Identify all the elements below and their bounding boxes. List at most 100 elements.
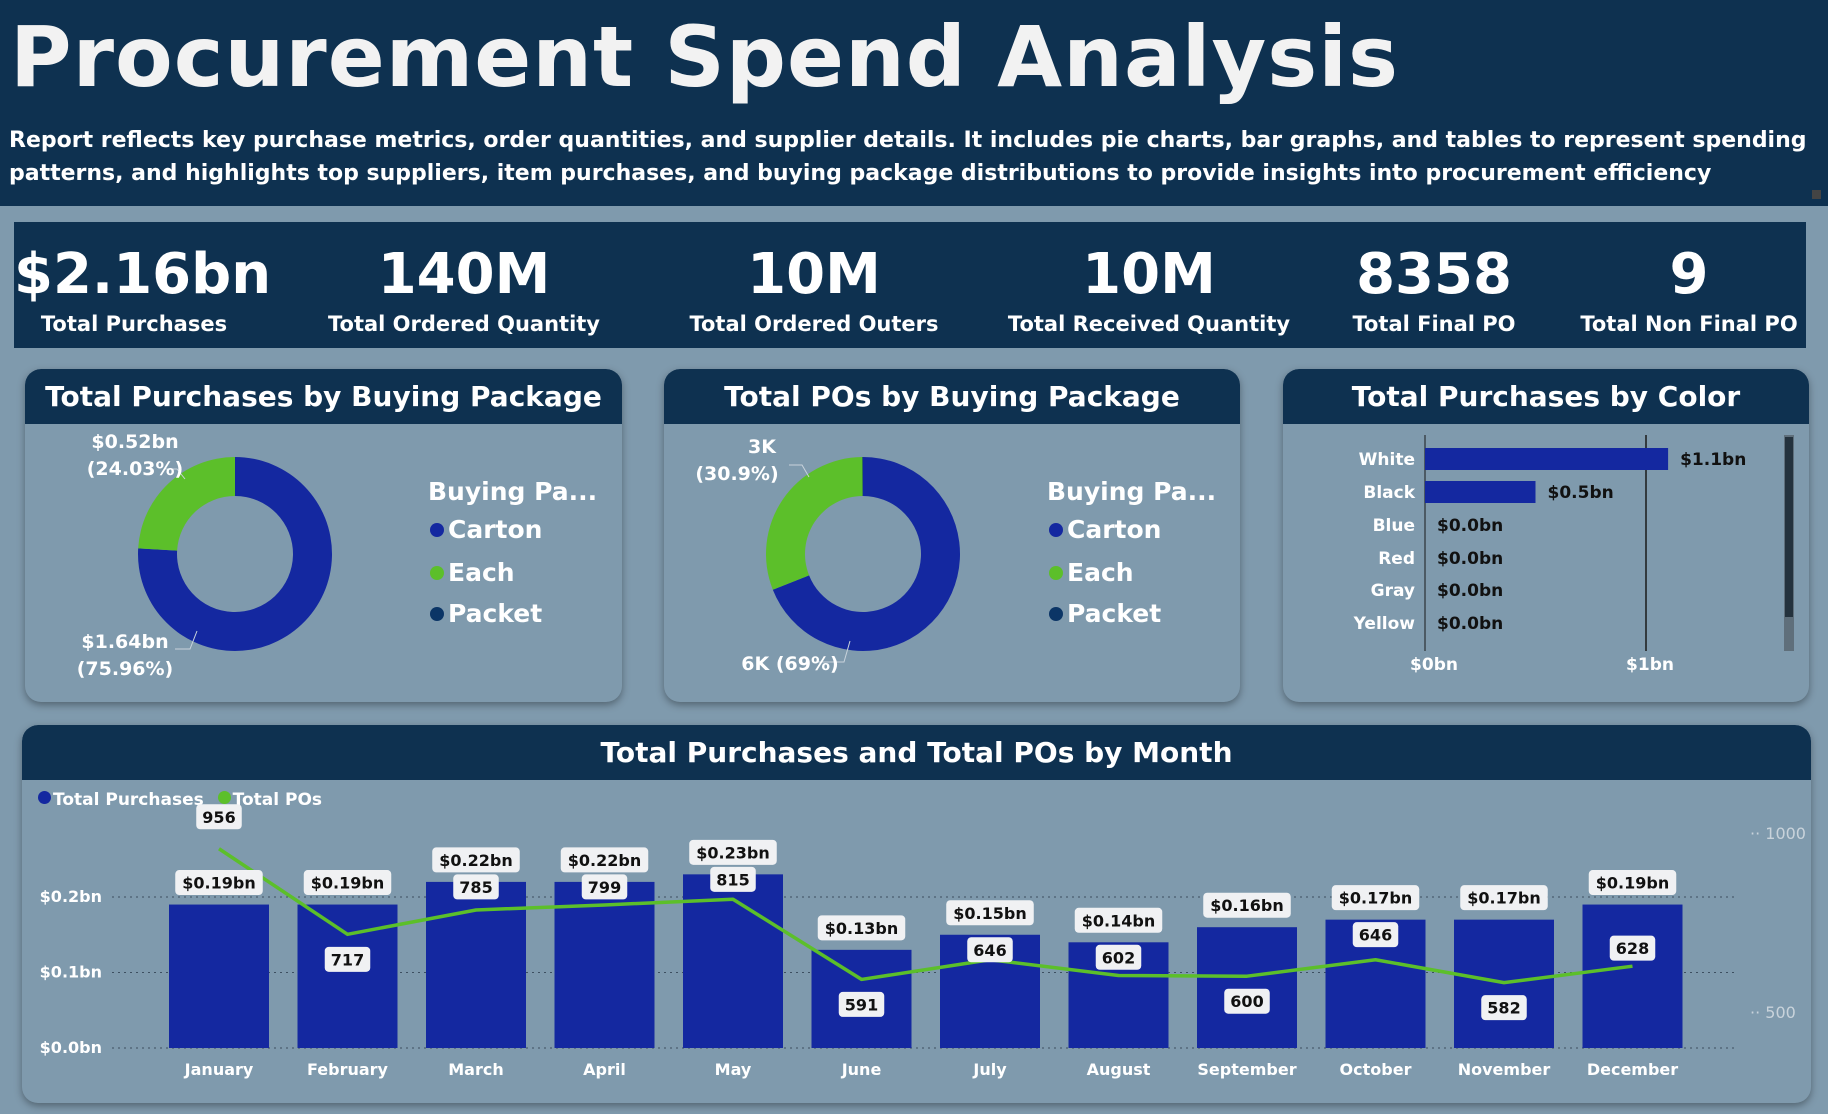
kpi-label: Total Non Final PO [1580, 312, 1798, 336]
legend-item-each[interactable]: Each [430, 558, 515, 587]
bar-april[interactable] [554, 881, 655, 1048]
kpi-total-ordered-quantity[interactable]: 140M Total Ordered Quantity [304, 222, 624, 348]
kpi-label: Total Final PO [1352, 312, 1516, 336]
y-category-label: Red [1378, 549, 1415, 569]
bar-value-label: $0.19bn [1596, 874, 1669, 893]
donut-chart-purchases [138, 457, 332, 651]
bar-value-label-bg [1460, 885, 1548, 911]
y-tick-label: $0.0bn [40, 1038, 102, 1057]
donut-chart-pos [766, 457, 960, 663]
kpi-total-received-quantity[interactable]: 10M Total Received Quantity [989, 222, 1309, 348]
donut-label-percent: (30.9%) [695, 463, 779, 485]
legend-label: Carton [1067, 515, 1162, 544]
x-tick-label: May [715, 1060, 752, 1079]
bar-value-label-bg [303, 870, 392, 896]
line-value-label-bg [1095, 944, 1142, 970]
donut-label-value: 3K [748, 436, 776, 458]
card-title: Total POs by Buying Package [664, 369, 1240, 424]
bar-value-label-bg [175, 870, 263, 896]
donut-slice-carton[interactable] [138, 457, 332, 651]
line-value-label-bg [196, 804, 242, 830]
bar-january[interactable] [169, 904, 269, 1048]
bar-value-label: $0.17bn [1467, 889, 1540, 908]
legend-title: Buying Pa... [428, 477, 598, 506]
kpi-total-non-final-po[interactable]: 9 Total Non Final PO [1554, 222, 1824, 348]
bar-value-label-bg [1331, 885, 1420, 911]
y-category-label: Blue [1373, 516, 1415, 536]
line-value-label: 956 [202, 808, 235, 827]
kpi-total-final-po[interactable]: 8358 Total Final PO [1314, 222, 1554, 348]
bar-december[interactable] [1582, 904, 1683, 1048]
donut-slice-each[interactable] [766, 457, 863, 590]
bar-value-label: $0.22bn [568, 851, 641, 870]
bar-value-label: $0.0bn [1437, 549, 1503, 569]
kpi-band: $2.16bn Total Purchases 140M Total Order… [14, 222, 1806, 348]
card-pos-by-package[interactable]: Total POs by Buying Package 3K (30.9%) 6… [664, 369, 1240, 702]
kpi-total-ordered-outers[interactable]: 10M Total Ordered Outers [654, 222, 974, 348]
legend-label-pos[interactable]: Total POs [232, 790, 323, 810]
kpi-value: 9 [1669, 242, 1709, 307]
resize-handle-icon[interactable] [1812, 190, 1821, 199]
legend-dot [430, 566, 444, 580]
bar-value-label: $0.13bn [825, 919, 898, 938]
line-value-label-bg [710, 866, 756, 892]
legend-item-each[interactable]: Each [1049, 558, 1134, 587]
legend-dot [430, 523, 444, 537]
legend-item-packet[interactable]: Packet [1049, 599, 1161, 628]
bar-value-label: $0.15bn [953, 904, 1026, 923]
line-value-label-bg [1352, 922, 1399, 948]
bar-september[interactable] [1197, 927, 1297, 1048]
legend-dot [217, 791, 231, 804]
donut-label-percent: (24.03%) [86, 458, 184, 480]
bar-value-label-bg [946, 900, 1034, 926]
donut-slice-each[interactable] [138, 457, 235, 551]
page-subtitle: Report reflects key purchase metrics, or… [9, 128, 1807, 186]
bar-value-label: $0.16bn [1210, 896, 1283, 915]
legend-label-purchases[interactable]: Total Purchases [53, 790, 204, 810]
donut-slice-carton[interactable] [772, 457, 960, 651]
bar-chart-color: White $1.1bn Black $0.5bn Blue $0.0bn Red $0.0b… [1353, 435, 1746, 651]
line-value-label: 591 [845, 995, 878, 1014]
bar-value-label: $0.0bn [1437, 614, 1503, 634]
bar-march[interactable] [426, 881, 526, 1048]
kpi-value: 10M [1082, 242, 1216, 307]
bar-value-label: $0.22bn [439, 851, 512, 870]
card-purchases-by-color[interactable]: Total Purchases by Color White $1.1bn Blac… [1283, 369, 1809, 702]
line-value-label-bg [324, 946, 371, 972]
card-purchases-by-package[interactable]: Total Purchases by Buying Package $0.52b… [25, 369, 622, 702]
card-title: Total Purchases and Total POs by Month [22, 725, 1811, 780]
legend-item-carton[interactable]: Carton [1049, 515, 1161, 544]
scrollbar-track[interactable] [1784, 435, 1794, 651]
bar-black[interactable] [1425, 481, 1536, 503]
x-tick-label: August [1087, 1060, 1151, 1079]
donut-label-each: 3K (30.9%) [692, 434, 782, 488]
line-total-pos[interactable] [218, 847, 1633, 985]
chart-legend: Total Purchases Total POs [38, 790, 322, 810]
line-value-label-bg [838, 991, 885, 1017]
bar-white[interactable] [1425, 448, 1669, 470]
legend-item-carton[interactable]: Carton [430, 515, 542, 544]
bar-value-label: $1.1bn [1680, 450, 1746, 470]
y-category-label: Gray [1371, 581, 1415, 601]
kpi-value: 10M [747, 242, 881, 307]
donut-slice-packet[interactable] [862, 457, 863, 497]
y-tick-label: $0.2bn [40, 887, 102, 906]
bar-may[interactable] [683, 874, 783, 1048]
y-category-label: White [1359, 450, 1415, 470]
line-value-label-bg [453, 874, 499, 900]
card-purchases-pos-by-month[interactable]: Total Purchases and Total POs by Month T… [22, 725, 1811, 1103]
x-tick-label: December [1587, 1060, 1678, 1079]
kpi-total-purchases[interactable]: $2.16bn Total Purchases [14, 222, 271, 348]
card-title: Total Purchases by Buying Package [25, 369, 622, 424]
line-value-label-bg [967, 937, 1013, 963]
kpi-label: Total Ordered Outers [689, 312, 939, 336]
y-tick-label: $0.1bn [40, 963, 102, 982]
line-value-label-bg [1609, 935, 1656, 961]
y2-tick-label: ·· 500 [1750, 1003, 1796, 1022]
scrollbar-thumb[interactable] [1785, 437, 1793, 617]
legend-dot [1049, 523, 1063, 537]
legend-label: Each [1067, 558, 1134, 587]
line-value-label: 602 [1102, 948, 1135, 967]
line-value-label-bg [581, 874, 628, 900]
legend-item-packet[interactable]: Packet [430, 599, 542, 628]
